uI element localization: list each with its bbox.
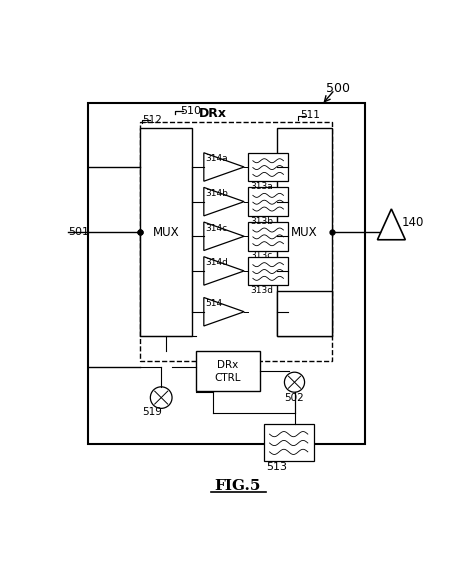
Text: MUX: MUX — [291, 226, 318, 239]
Circle shape — [150, 387, 172, 408]
Text: 501: 501 — [68, 227, 89, 237]
Polygon shape — [204, 298, 244, 326]
Text: 513: 513 — [266, 462, 287, 472]
Bar — [140, 128, 192, 336]
Text: 314a: 314a — [206, 154, 228, 163]
Circle shape — [285, 372, 305, 392]
Text: 502: 502 — [285, 393, 304, 403]
Text: 314c: 314c — [206, 223, 227, 232]
Text: MUX: MUX — [153, 226, 179, 239]
Bar — [87, 103, 365, 444]
Bar — [278, 128, 332, 336]
Polygon shape — [204, 257, 244, 285]
Text: 500: 500 — [326, 82, 350, 95]
Text: 313d: 313d — [250, 286, 273, 295]
Text: FIG.5: FIG.5 — [215, 479, 261, 493]
Text: 512: 512 — [142, 115, 162, 125]
Bar — [278, 291, 332, 336]
Bar — [248, 153, 288, 181]
Bar — [140, 122, 332, 361]
Bar — [248, 222, 288, 251]
Text: 140: 140 — [401, 215, 424, 229]
Text: 510: 510 — [180, 106, 201, 116]
Text: 313c: 313c — [250, 251, 272, 260]
Polygon shape — [378, 209, 405, 240]
Polygon shape — [204, 222, 244, 251]
Text: 511: 511 — [300, 111, 320, 120]
Text: DRx: DRx — [199, 107, 227, 120]
Text: 313a: 313a — [250, 182, 273, 191]
Bar — [248, 187, 288, 216]
Bar — [264, 424, 314, 461]
Text: 514: 514 — [206, 299, 222, 308]
Bar — [248, 257, 288, 285]
Text: 313b: 313b — [250, 217, 273, 226]
Polygon shape — [204, 187, 244, 216]
Polygon shape — [204, 153, 244, 181]
Text: 314b: 314b — [206, 189, 228, 198]
Text: DRx
CTRL: DRx CTRL — [215, 360, 241, 383]
Text: 519: 519 — [142, 407, 162, 417]
Text: 314d: 314d — [206, 258, 228, 267]
Bar — [196, 352, 259, 391]
